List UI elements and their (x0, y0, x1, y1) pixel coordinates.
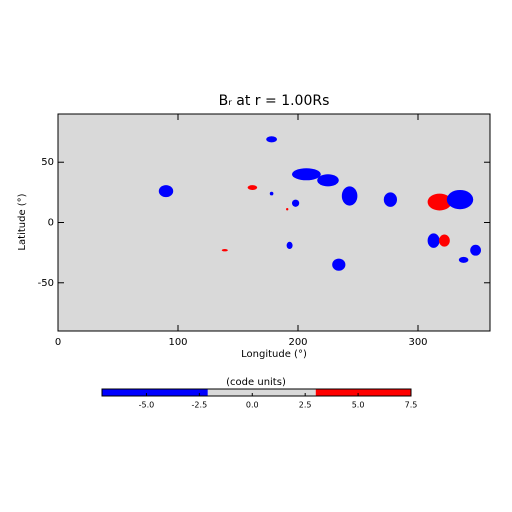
field-region (446, 189, 474, 210)
field-region (439, 234, 450, 247)
field-region (341, 186, 358, 206)
field-region (427, 193, 452, 211)
y-tick-label: 0 (48, 218, 54, 229)
field-region (383, 192, 397, 207)
x-tick-label: 100 (168, 337, 187, 348)
x-tick-label: 200 (288, 337, 307, 348)
field-region (221, 249, 228, 252)
field-region (286, 241, 293, 250)
chart-title: Bᵣ at r = 1.00Rs (219, 93, 330, 109)
field-region (266, 136, 277, 143)
colorbar-tick-label: 2.5 (299, 401, 312, 410)
y-tick-label: 50 (41, 157, 54, 168)
plot-area (58, 114, 490, 331)
field-region (458, 256, 469, 263)
colorbar-tick-label: 0.0 (246, 401, 259, 410)
colorbar-segment (207, 389, 316, 396)
colorbar-tick-label: -2.5 (192, 401, 208, 410)
field-region (332, 258, 346, 271)
colorbar-tick-label: -5.0 (139, 401, 155, 410)
colorbar-label: (code units) (226, 377, 286, 388)
x-tick-label: 0 (55, 337, 61, 348)
x-tick-label: 300 (408, 337, 427, 348)
colorbar-segment (315, 389, 411, 396)
field-region (269, 191, 274, 196)
field-region (247, 185, 258, 190)
field-region (292, 168, 321, 181)
y-tick-label: -50 (38, 278, 54, 289)
colorbar-tick-label: 7.5 (405, 401, 418, 410)
y-axis-label: Latitude (°) (17, 193, 28, 250)
colorbar-tick-label: 5.0 (352, 401, 365, 410)
x-axis-label: Longitude (°) (241, 349, 307, 360)
field-region (317, 174, 339, 187)
field-region (470, 244, 481, 256)
colorbar-frame (101, 388, 412, 397)
field-region (292, 199, 300, 207)
colorbar-segment (102, 389, 208, 396)
field-region (427, 233, 440, 248)
field-region (158, 185, 174, 198)
field-region (286, 208, 289, 211)
